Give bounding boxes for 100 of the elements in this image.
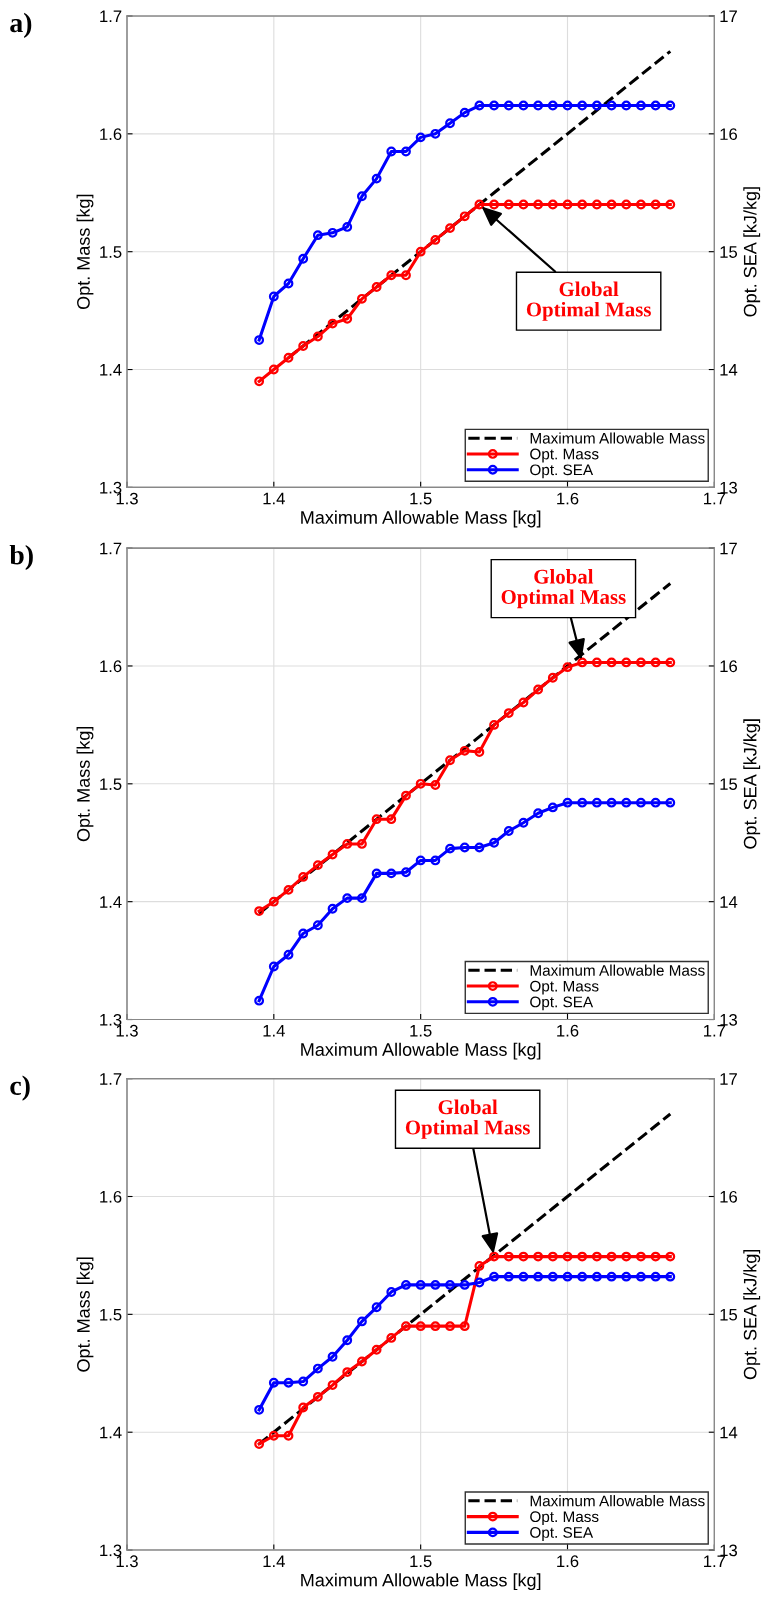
- point: [606, 100, 617, 111]
- point: [665, 1271, 676, 1282]
- point: [386, 814, 397, 825]
- point: [459, 745, 470, 756]
- point: [386, 146, 397, 157]
- x-tick-label: 1.6: [557, 1555, 579, 1568]
- point: [650, 657, 661, 668]
- legend-label: Maximum Allowable Mass: [530, 432, 705, 444]
- y2-axis-title: Opt. SEA [kJ/kg]: [743, 187, 761, 317]
- annotation: Global Optimal Mass: [526, 281, 651, 321]
- point: [547, 100, 558, 111]
- point: [591, 1251, 602, 1262]
- point: [268, 896, 279, 907]
- y-tick-label: 1.7: [100, 1073, 122, 1085]
- legend-label: Opt. Mass: [530, 1511, 599, 1526]
- y2-tick-label: 15: [720, 246, 738, 258]
- point: [268, 961, 279, 972]
- point: [312, 230, 323, 241]
- point: [635, 199, 646, 210]
- y2-tick-label: 17: [720, 542, 737, 555]
- x-tick-label: 1.6: [557, 1024, 579, 1037]
- point: [268, 291, 279, 302]
- point: [547, 1251, 558, 1262]
- point: [430, 1279, 441, 1290]
- point: [635, 1251, 646, 1262]
- y-tick-label: 1.4: [100, 1426, 122, 1439]
- point: [445, 1321, 455, 1332]
- point: [371, 173, 382, 184]
- point: [489, 837, 500, 848]
- y-axis-title: Opt. Mass [kg]: [76, 1257, 94, 1372]
- point: [665, 199, 676, 210]
- legend-label: Opt. Mass: [530, 980, 599, 995]
- point: [562, 1251, 573, 1262]
- point: [650, 100, 661, 111]
- point: [562, 199, 573, 210]
- point: [415, 1321, 426, 1332]
- y2-tick-label: 17: [720, 10, 737, 23]
- point: [665, 1251, 676, 1262]
- point: [283, 884, 294, 895]
- point: [430, 780, 441, 790]
- point: [401, 790, 411, 801]
- y2-axis-title: Opt. SEA [kJ/kg]: [743, 1249, 761, 1380]
- x-axis-title: Maximum Allowable Mass [kg]: [301, 510, 541, 528]
- text: b): [9, 544, 33, 571]
- x-tick-label: 1.5: [410, 492, 432, 505]
- point: [533, 1271, 544, 1282]
- point: [401, 867, 411, 878]
- point: [518, 1271, 529, 1282]
- text: a): [10, 12, 32, 38]
- x-tick-label: 1.7: [704, 492, 726, 505]
- y-tick-label: 1.6: [100, 1190, 122, 1203]
- x-tick-label: 1.4: [263, 492, 285, 505]
- point: [533, 199, 544, 210]
- point: [547, 199, 558, 210]
- point: [518, 817, 529, 828]
- point: [503, 100, 514, 111]
- point: [489, 199, 500, 210]
- point: [254, 1439, 265, 1449]
- point: [621, 100, 632, 111]
- point: [547, 672, 558, 683]
- point: [254, 1404, 265, 1415]
- y-axis-title: Opt. Mass [kg]: [76, 194, 94, 310]
- y-axis-title: Opt. Mass [kg]: [76, 726, 94, 842]
- point: [401, 1321, 411, 1332]
- point: [621, 797, 632, 808]
- legend-label: Maximum Allowable Mass: [530, 964, 705, 976]
- y-tick-label: 1.3: [100, 481, 122, 494]
- x-tick-label: 1.5: [410, 1555, 432, 1568]
- point: [415, 855, 426, 866]
- point: [312, 1363, 323, 1374]
- point: [665, 797, 676, 808]
- y2-tick-label: 16: [720, 1190, 738, 1203]
- point: [298, 928, 309, 939]
- point: [606, 199, 617, 210]
- point: [327, 318, 338, 329]
- point: [268, 1430, 279, 1441]
- point: [606, 657, 617, 668]
- point: [562, 797, 573, 808]
- point: [327, 1380, 338, 1390]
- point: [371, 868, 382, 879]
- point: [591, 100, 602, 111]
- point: [430, 1321, 441, 1332]
- point: [665, 100, 676, 111]
- point: [591, 797, 602, 808]
- point: [283, 949, 294, 960]
- point: [606, 1251, 617, 1262]
- y2-tick-label: 15: [720, 778, 738, 791]
- y-tick-label: 1.4: [100, 364, 122, 376]
- y-tick-label: 1.4: [100, 896, 122, 908]
- point: [415, 778, 426, 789]
- point: [327, 227, 338, 238]
- point: [577, 1271, 588, 1282]
- point: [371, 1344, 382, 1355]
- point: [401, 1279, 411, 1290]
- point: [621, 199, 632, 210]
- point: [254, 376, 265, 387]
- point: [489, 100, 500, 111]
- point: [503, 1271, 514, 1282]
- point: [503, 199, 514, 210]
- point: [503, 708, 514, 719]
